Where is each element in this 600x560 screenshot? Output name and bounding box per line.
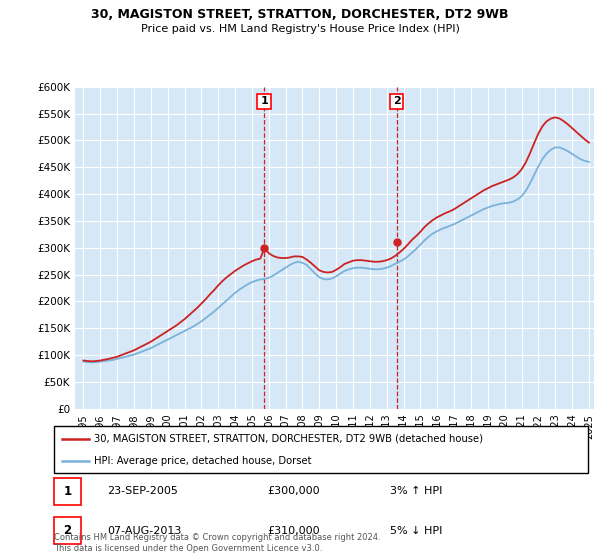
Text: HPI: Average price, detached house, Dorset: HPI: Average price, detached house, Dors… [94, 456, 311, 466]
Text: 2: 2 [392, 96, 400, 106]
Text: 30, MAGISTON STREET, STRATTON, DORCHESTER, DT2 9WB (detached house): 30, MAGISTON STREET, STRATTON, DORCHESTE… [94, 434, 483, 444]
Text: 1: 1 [260, 96, 268, 106]
Text: 5% ↓ HPI: 5% ↓ HPI [391, 526, 443, 535]
Text: 2: 2 [63, 524, 71, 537]
Text: £300,000: £300,000 [268, 487, 320, 496]
Bar [54, 478, 80, 505]
Text: 07-AUG-2013: 07-AUG-2013 [107, 526, 182, 535]
Bar [54, 517, 80, 544]
Text: Contains HM Land Registry data © Crown copyright and database right 2024.
This d: Contains HM Land Registry data © Crown c… [54, 533, 380, 553]
Text: Price paid vs. HM Land Registry's House Price Index (HPI): Price paid vs. HM Land Registry's House … [140, 24, 460, 34]
Text: 23-SEP-2005: 23-SEP-2005 [107, 487, 178, 496]
Text: £310,000: £310,000 [268, 526, 320, 535]
Text: 30, MAGISTON STREET, STRATTON, DORCHESTER, DT2 9WB: 30, MAGISTON STREET, STRATTON, DORCHESTE… [91, 8, 509, 21]
Text: 3% ↑ HPI: 3% ↑ HPI [391, 487, 443, 496]
Text: 1: 1 [63, 485, 71, 498]
